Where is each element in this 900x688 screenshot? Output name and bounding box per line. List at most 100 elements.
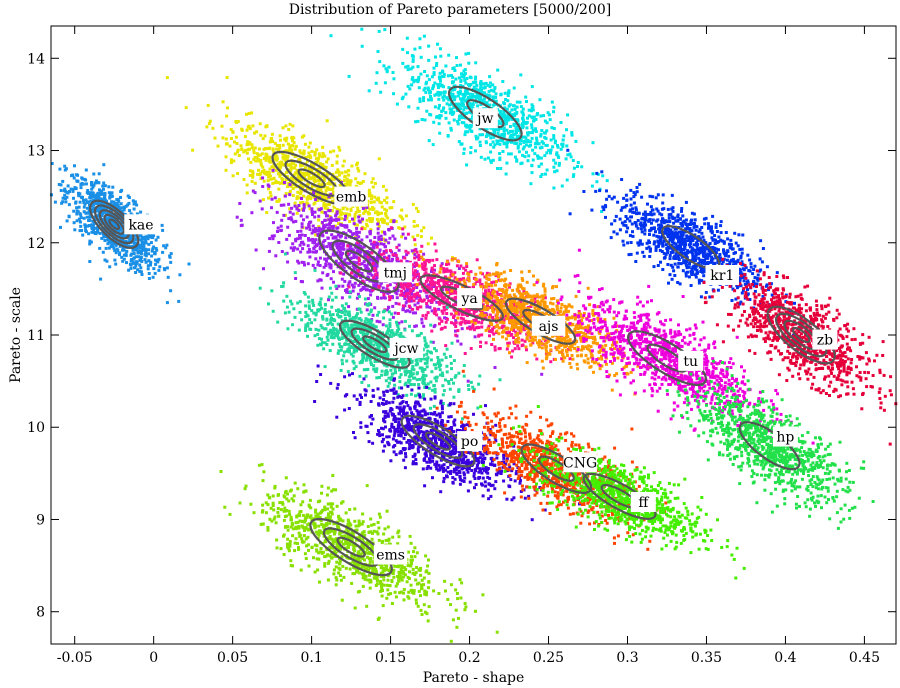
data-point bbox=[294, 163, 298, 167]
data-point bbox=[406, 51, 409, 55]
data-point bbox=[74, 200, 78, 204]
data-point bbox=[283, 137, 287, 141]
data-point bbox=[450, 289, 454, 293]
data-point bbox=[299, 189, 303, 193]
data-point bbox=[512, 133, 516, 137]
data-point bbox=[322, 265, 326, 269]
data-point bbox=[462, 75, 466, 79]
data-point bbox=[311, 224, 315, 228]
data-point bbox=[250, 146, 254, 150]
data-point bbox=[246, 148, 250, 152]
data-point bbox=[453, 98, 457, 102]
data-point bbox=[401, 304, 405, 308]
data-point bbox=[267, 175, 271, 179]
data-point bbox=[311, 263, 315, 267]
data-point bbox=[468, 105, 472, 108]
data-point bbox=[348, 245, 352, 249]
data-point bbox=[576, 346, 580, 350]
data-point bbox=[375, 217, 379, 221]
data-point bbox=[530, 131, 534, 135]
data-point bbox=[552, 110, 555, 114]
data-point bbox=[600, 354, 603, 358]
data-point bbox=[316, 260, 320, 264]
data-point bbox=[261, 165, 265, 169]
data-point bbox=[365, 205, 369, 209]
data-point bbox=[89, 240, 93, 244]
data-point bbox=[92, 226, 96, 230]
data-point bbox=[511, 129, 515, 133]
data-point bbox=[224, 142, 228, 146]
data-point bbox=[376, 276, 379, 280]
data-point bbox=[321, 145, 325, 149]
data-point bbox=[416, 224, 419, 228]
data-point bbox=[244, 148, 247, 152]
data-point bbox=[469, 111, 473, 115]
data-point bbox=[67, 214, 71, 218]
data-point bbox=[355, 223, 359, 227]
data-point bbox=[259, 162, 263, 165]
data-point bbox=[533, 306, 537, 310]
data-point bbox=[242, 150, 246, 154]
data-point bbox=[496, 292, 500, 296]
data-point bbox=[256, 153, 260, 157]
data-point bbox=[357, 262, 361, 266]
data-point bbox=[324, 264, 328, 268]
data-point bbox=[374, 211, 377, 215]
data-point bbox=[334, 214, 338, 218]
data-point bbox=[341, 244, 345, 248]
data-point bbox=[332, 177, 335, 181]
data-point bbox=[327, 195, 331, 199]
data-point bbox=[268, 160, 272, 164]
data-point bbox=[208, 119, 212, 123]
data-point bbox=[376, 242, 380, 246]
data-point bbox=[437, 93, 441, 97]
data-point bbox=[357, 256, 361, 260]
data-point bbox=[536, 142, 540, 146]
data-point bbox=[377, 285, 381, 289]
data-point bbox=[510, 299, 514, 303]
data-point bbox=[325, 186, 329, 190]
data-point bbox=[275, 210, 279, 214]
data-point bbox=[102, 235, 106, 239]
data-point bbox=[462, 116, 466, 119]
data-point bbox=[303, 263, 306, 267]
data-point bbox=[541, 141, 545, 145]
data-point bbox=[472, 85, 476, 89]
data-point bbox=[506, 141, 510, 144]
data-point bbox=[389, 220, 393, 223]
data-point bbox=[438, 114, 442, 117]
data-point bbox=[271, 237, 275, 241]
data-point bbox=[285, 156, 289, 159]
data-point bbox=[458, 114, 461, 118]
data-point bbox=[326, 256, 330, 260]
data-point bbox=[477, 94, 481, 98]
data-point bbox=[362, 245, 366, 249]
data-point bbox=[125, 234, 129, 237]
data-point bbox=[311, 213, 314, 216]
data-point bbox=[305, 226, 309, 230]
data-point bbox=[337, 284, 341, 288]
data-point bbox=[399, 293, 403, 297]
data-point bbox=[309, 156, 313, 160]
data-point bbox=[364, 222, 368, 226]
data-point bbox=[351, 289, 355, 293]
data-point bbox=[341, 207, 345, 211]
data-point bbox=[442, 305, 446, 309]
data-point bbox=[531, 341, 535, 345]
data-point bbox=[529, 332, 533, 336]
data-point bbox=[133, 266, 136, 270]
data-point bbox=[424, 313, 428, 317]
data-point bbox=[184, 106, 188, 110]
data-point bbox=[433, 242, 437, 246]
data-point bbox=[114, 262, 118, 266]
data-point bbox=[321, 163, 325, 167]
data-point bbox=[460, 142, 464, 146]
data-point bbox=[485, 271, 489, 275]
data-point bbox=[468, 127, 472, 131]
data-point bbox=[537, 345, 541, 349]
data-point bbox=[318, 192, 321, 196]
data-point bbox=[313, 215, 317, 219]
data-point bbox=[318, 166, 322, 170]
data-point bbox=[388, 283, 392, 287]
data-point bbox=[452, 291, 456, 295]
